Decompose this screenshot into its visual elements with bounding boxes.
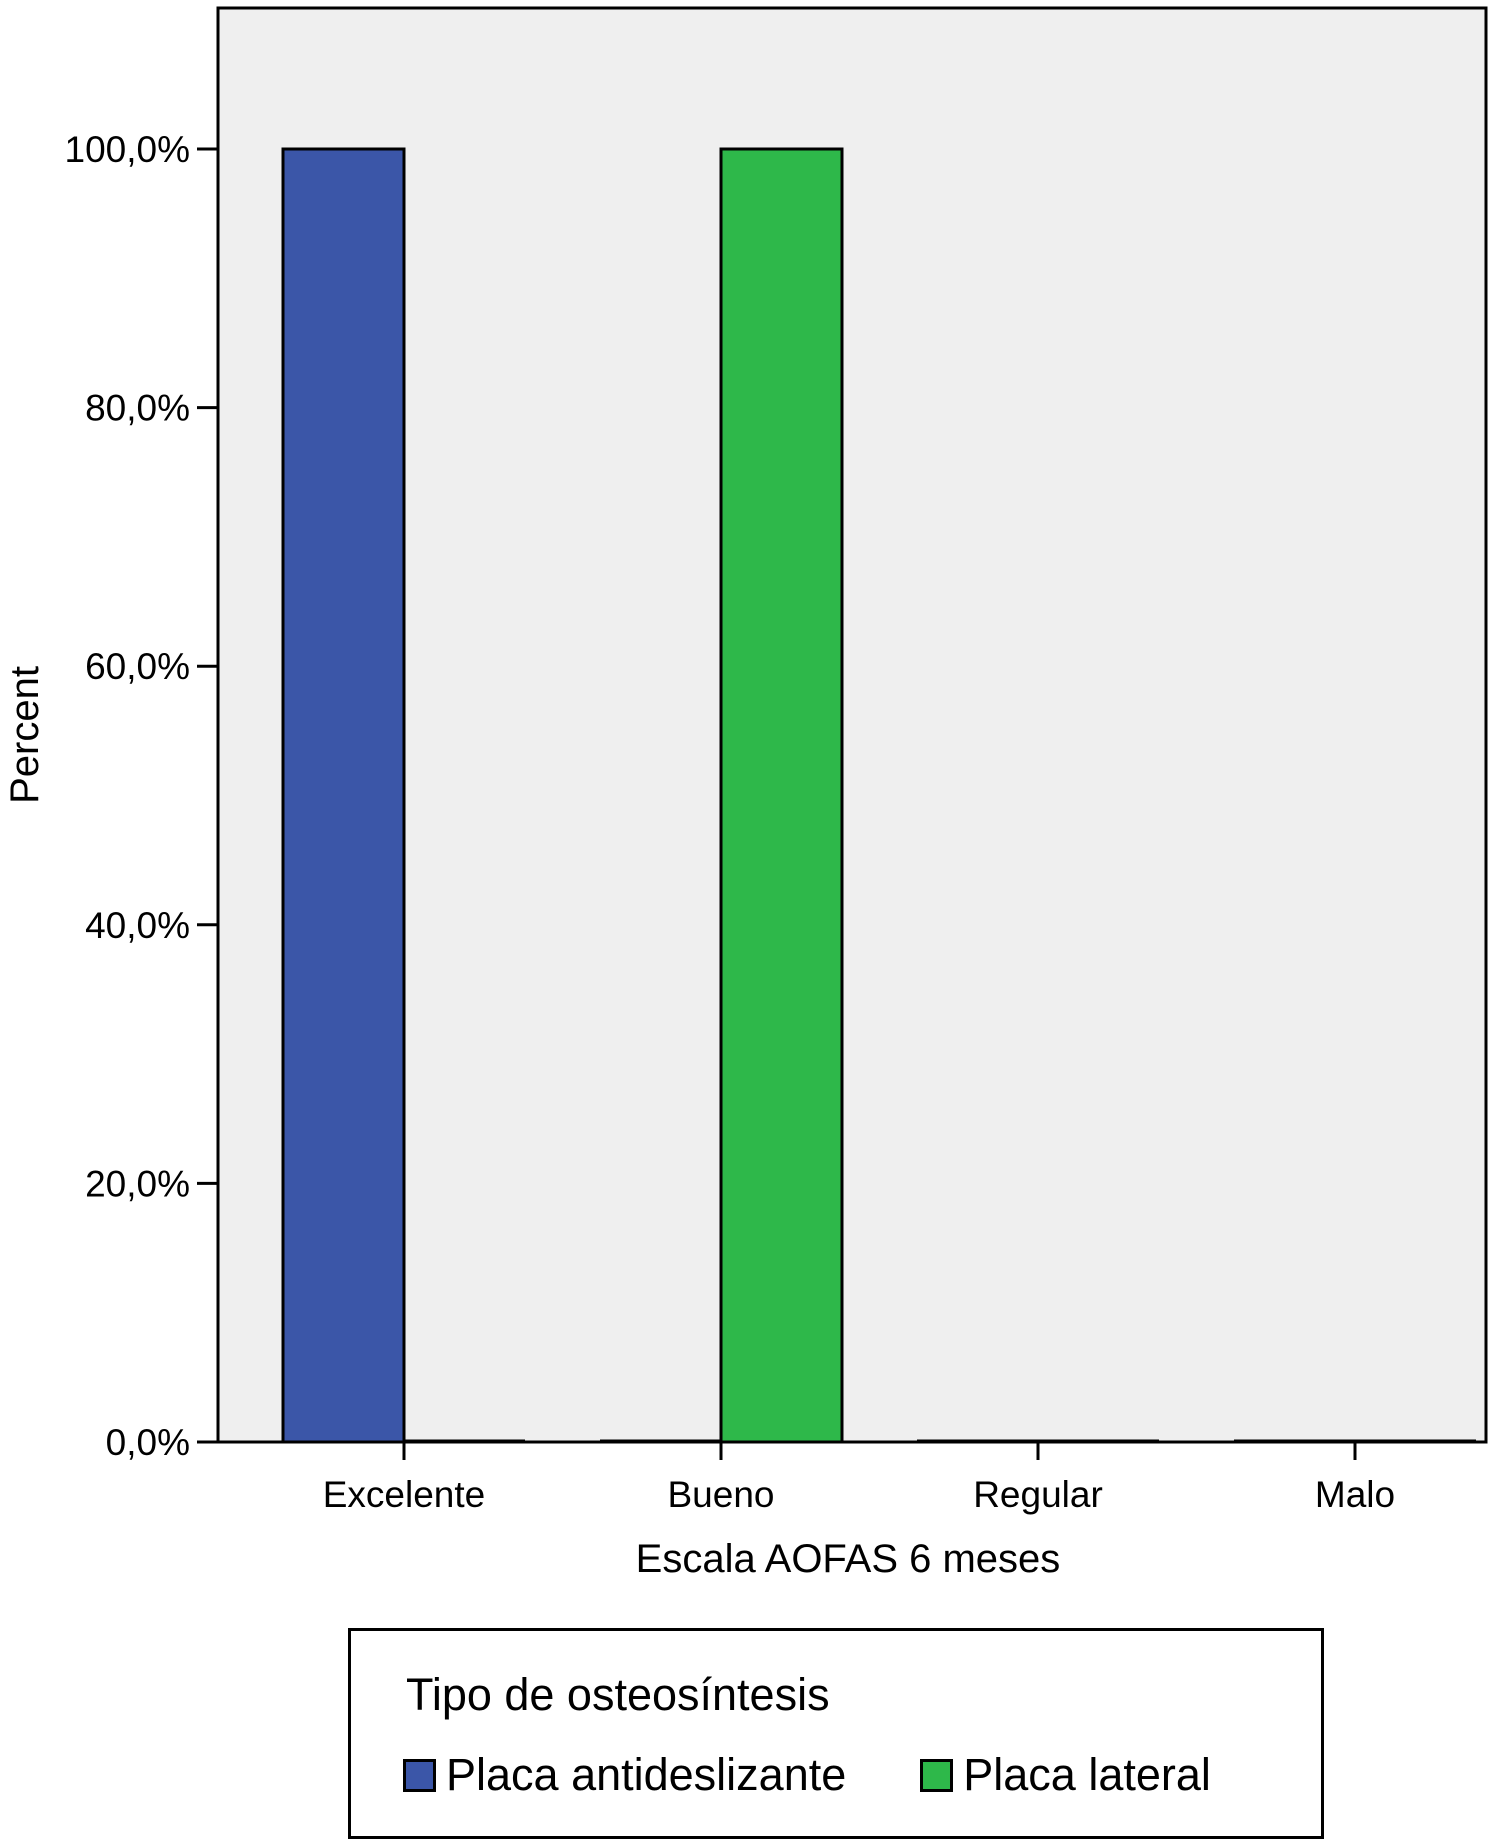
x-axis: Excelente Bueno Regular Malo <box>323 1442 1395 1515</box>
x-tick-label: Bueno <box>668 1474 775 1515</box>
legend: Tipo de osteosíntesis Placa antideslizan… <box>348 1628 1324 1839</box>
y-tick-label: 0,0% <box>106 1422 190 1463</box>
y-tick-label: 80,0% <box>85 388 190 429</box>
y-tick-label: 20,0% <box>85 1163 190 1204</box>
x-tick-label: Regular <box>973 1474 1103 1515</box>
bars <box>281 147 1476 1444</box>
x-tick-label: Malo <box>1315 1474 1395 1515</box>
legend-item-placa-antideslizante: Placa antideslizante <box>403 1749 846 1801</box>
legend-title: Tipo de osteosíntesis <box>406 1669 830 1720</box>
bar-chart: 0,0% 20,0% 40,0% 60,0% 80,0% 100,0% Excelente… <box>3 6 1488 1581</box>
y-axis: 0,0% 20,0% 40,0% 60,0% 80,0% 100,0% <box>65 129 218 1463</box>
bar <box>719 147 844 1444</box>
bar <box>281 147 406 1444</box>
legend-label: Placa lateral <box>963 1749 1211 1800</box>
legend-swatch-placa-lateral <box>920 1758 954 1792</box>
legend-label: Placa antideslizante <box>446 1749 847 1800</box>
x-tick-label: Excelente <box>323 1474 486 1515</box>
y-axis-title: Percent <box>3 666 47 804</box>
legend-item-placa-lateral: Placa lateral <box>920 1749 1211 1801</box>
legend-items: Placa antideslizante Placa lateral <box>403 1749 1285 1801</box>
legend-swatch-placa-antideslizante <box>403 1758 436 1792</box>
y-tick-label: 60,0% <box>85 646 190 687</box>
plot-area <box>216 6 1488 1444</box>
y-tick-label: 40,0% <box>85 905 190 946</box>
y-tick-label: 100,0% <box>65 129 191 170</box>
x-axis-title: Escala AOFAS 6 meses <box>636 1537 1061 1581</box>
